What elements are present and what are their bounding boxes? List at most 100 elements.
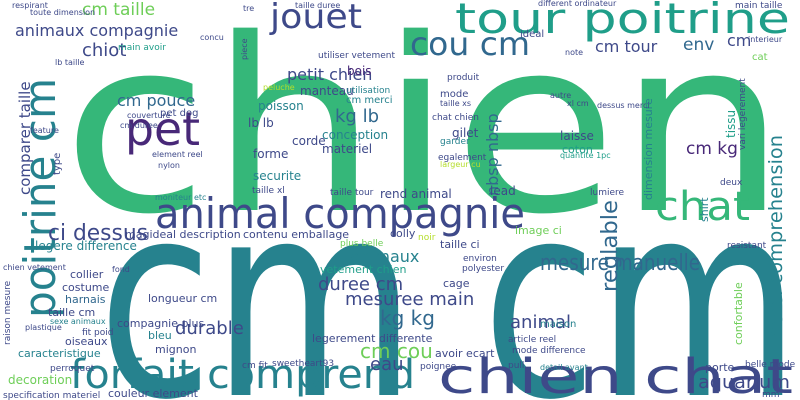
word: vetement chien [320, 263, 406, 276]
word: materiel [322, 142, 372, 156]
word: lb lb [248, 116, 274, 130]
word: kg lb [335, 106, 379, 127]
word: costume [62, 281, 110, 294]
word: colly [390, 227, 416, 240]
word: utilisation [346, 86, 390, 96]
word: chat chien [432, 113, 479, 123]
word: taille ci [440, 238, 480, 251]
word: contenu emballage [243, 228, 349, 241]
word: plus belle [340, 239, 384, 249]
word: taille xs [440, 99, 471, 108]
word: animal compagnie [155, 189, 525, 238]
word: cm cou [360, 339, 433, 363]
word: bleu [148, 329, 172, 342]
word: note [565, 48, 583, 57]
word: main avoir [118, 43, 166, 53]
word: aquarium [698, 372, 790, 393]
word: quantite 1pc [560, 151, 611, 160]
word: couverture [127, 111, 171, 120]
word: autre [550, 91, 571, 100]
word: mignon [155, 343, 196, 356]
word: cm duree [120, 121, 158, 130]
word: merci comprehension [765, 135, 787, 345]
word: respirant [12, 1, 48, 10]
word: couleur element [108, 387, 199, 400]
word: cou cm [410, 25, 530, 63]
word: nbsp nbsp [483, 113, 502, 196]
word: taille xl [252, 186, 285, 196]
word: poisson [258, 99, 304, 113]
word: xl cm [567, 99, 589, 108]
word: poitrine cm [15, 78, 66, 318]
word: concu [200, 33, 224, 42]
word: cm [727, 31, 751, 50]
word: dessus merci [597, 101, 650, 110]
word: feature [30, 126, 59, 135]
word: duree cm [318, 274, 403, 295]
word: deux [720, 178, 743, 188]
word: egalement [438, 153, 487, 163]
word: detail avant [540, 363, 588, 372]
word: perroquet [50, 364, 95, 374]
word: cat [752, 52, 768, 63]
word: kg kg [380, 306, 435, 330]
word: lead [490, 184, 516, 198]
word: coton [562, 143, 593, 156]
word: noir [418, 233, 436, 243]
word: chiot [82, 40, 126, 61]
word: chien [62, 0, 787, 267]
word: animaux compagnie [15, 21, 178, 40]
word: harnais [65, 293, 106, 306]
word: jouet [269, 0, 362, 37]
word: cm tour [595, 37, 658, 56]
word: comparer taille [16, 81, 34, 195]
word: compagnie plus [117, 317, 205, 330]
word: tour poitrine [455, 0, 790, 43]
word: fit poid [82, 328, 114, 338]
word: cm taille [82, 0, 155, 20]
word: different ordinateur [538, 0, 617, 8]
word: environ [463, 254, 497, 264]
word: cm cm [98, 144, 800, 400]
word: taille tour [330, 188, 374, 198]
word: main taille [735, 1, 783, 11]
word: mesure manuelle [540, 251, 700, 276]
word: fond [112, 265, 130, 274]
word: ci dessus [48, 221, 148, 246]
word: largeur cu [440, 160, 481, 169]
word: tre [243, 4, 254, 13]
word: env [683, 35, 714, 55]
word: bois [347, 64, 372, 78]
word: nylon [158, 161, 180, 170]
word: type [52, 153, 63, 175]
word: tissu [724, 110, 738, 138]
word: longueur cm [148, 292, 217, 305]
word: article reel [508, 335, 556, 345]
word: taille duree [295, 1, 340, 10]
word: cm kg [686, 139, 738, 159]
word: forme [253, 147, 288, 161]
word: confortable [732, 282, 745, 345]
word: raison mesure [3, 280, 13, 345]
word: gilet [452, 126, 479, 140]
word: chien vetement [3, 263, 66, 272]
word: magideal description [125, 228, 241, 241]
word: cage [443, 277, 470, 290]
word: chat [655, 184, 750, 230]
word: garder [440, 137, 470, 147]
word: sweetheart93 [272, 359, 334, 369]
word: vari legerement [738, 78, 748, 150]
word: utiliser vetement [318, 51, 395, 61]
word: chien chat [438, 349, 793, 400]
word: peluche [263, 83, 295, 92]
word: oiseaux [65, 335, 108, 348]
word: animal [510, 312, 571, 333]
word: mesuree main [345, 289, 474, 310]
word: mode difference [512, 346, 586, 356]
word: petit chien [287, 65, 372, 84]
word: avoir ecart [435, 347, 495, 360]
word: shirt [698, 197, 711, 222]
word: ideal [520, 29, 544, 40]
word: caracteristique [18, 347, 101, 360]
